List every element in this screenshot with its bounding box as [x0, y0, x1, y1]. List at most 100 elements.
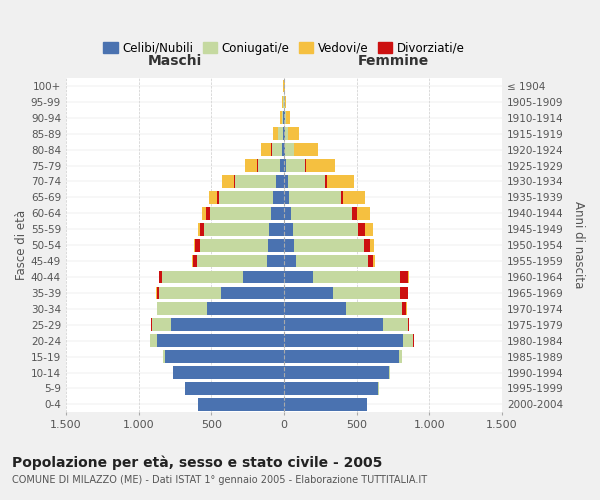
Bar: [356, 207, 370, 220]
Bar: [305, 159, 306, 172]
Bar: [293, 223, 358, 235]
Bar: [402, 302, 406, 315]
Bar: [364, 239, 370, 252]
Bar: [284, 175, 287, 188]
Bar: [284, 207, 291, 220]
Bar: [282, 112, 283, 124]
Bar: [294, 239, 364, 252]
Bar: [289, 191, 341, 204]
Bar: [207, 302, 284, 315]
Bar: [269, 223, 284, 235]
Bar: [286, 159, 305, 172]
Bar: [413, 334, 414, 347]
Bar: [287, 175, 325, 188]
Bar: [400, 270, 407, 283]
Bar: [407, 270, 409, 283]
Bar: [222, 175, 234, 188]
Bar: [306, 159, 335, 172]
Bar: [313, 270, 400, 283]
Bar: [284, 286, 334, 300]
Text: Maschi: Maschi: [148, 54, 202, 68]
Bar: [210, 207, 271, 220]
Bar: [165, 350, 284, 363]
Bar: [291, 207, 352, 220]
Bar: [346, 302, 402, 315]
Bar: [368, 254, 373, 268]
Bar: [373, 254, 375, 268]
Y-axis label: Anni di nascita: Anni di nascita: [572, 202, 585, 289]
Bar: [284, 366, 389, 379]
Bar: [286, 112, 290, 124]
Bar: [284, 318, 383, 331]
Bar: [245, 159, 257, 172]
Bar: [284, 382, 379, 395]
Bar: [334, 286, 400, 300]
Bar: [282, 96, 283, 108]
Bar: [157, 334, 284, 347]
Bar: [400, 286, 407, 300]
Bar: [163, 350, 165, 363]
Bar: [194, 239, 195, 252]
Bar: [295, 144, 318, 156]
Bar: [280, 112, 282, 124]
Bar: [206, 207, 210, 220]
Bar: [195, 239, 200, 252]
Bar: [278, 128, 283, 140]
Bar: [284, 302, 346, 315]
Bar: [284, 159, 286, 172]
Bar: [217, 191, 219, 204]
Bar: [286, 144, 294, 156]
Bar: [283, 112, 284, 124]
Bar: [198, 398, 284, 411]
Bar: [266, 254, 284, 268]
Bar: [285, 128, 288, 140]
Bar: [365, 223, 373, 235]
Bar: [407, 318, 409, 331]
Bar: [198, 223, 200, 235]
Bar: [162, 270, 243, 283]
Bar: [204, 223, 269, 235]
Bar: [209, 191, 217, 204]
Bar: [258, 159, 280, 172]
Bar: [159, 270, 162, 283]
Text: Femmine: Femmine: [358, 54, 428, 68]
Bar: [173, 366, 284, 379]
Bar: [234, 175, 235, 188]
Bar: [383, 318, 407, 331]
Bar: [284, 96, 286, 108]
Text: COMUNE DI MILAZZO (ME) - Dati ISTAT 1° gennaio 2005 - Elaborazione TUTTITALIA.IT: COMUNE DI MILAZZO (ME) - Dati ISTAT 1° g…: [12, 475, 427, 485]
Bar: [280, 159, 284, 172]
Bar: [284, 270, 313, 283]
Bar: [407, 286, 408, 300]
Bar: [235, 175, 276, 188]
Bar: [284, 239, 294, 252]
Bar: [284, 350, 399, 363]
Bar: [399, 350, 402, 363]
Bar: [200, 223, 204, 235]
Bar: [325, 175, 326, 188]
Bar: [152, 318, 170, 331]
Bar: [272, 144, 282, 156]
Bar: [271, 207, 284, 220]
Bar: [257, 159, 258, 172]
Bar: [273, 191, 284, 204]
Bar: [200, 239, 268, 252]
Bar: [261, 144, 271, 156]
Bar: [284, 191, 289, 204]
Bar: [284, 112, 286, 124]
Bar: [151, 318, 152, 331]
Text: Popolazione per età, sesso e stato civile - 2005: Popolazione per età, sesso e stato civil…: [12, 455, 382, 469]
Bar: [221, 286, 284, 300]
Bar: [352, 207, 356, 220]
Bar: [159, 286, 221, 300]
Bar: [274, 128, 278, 140]
Bar: [243, 270, 284, 283]
Bar: [403, 334, 413, 347]
Bar: [276, 175, 284, 188]
Bar: [284, 144, 286, 156]
Bar: [202, 207, 206, 220]
Bar: [219, 191, 273, 204]
Bar: [157, 286, 159, 300]
Bar: [284, 398, 367, 411]
Bar: [150, 334, 157, 347]
